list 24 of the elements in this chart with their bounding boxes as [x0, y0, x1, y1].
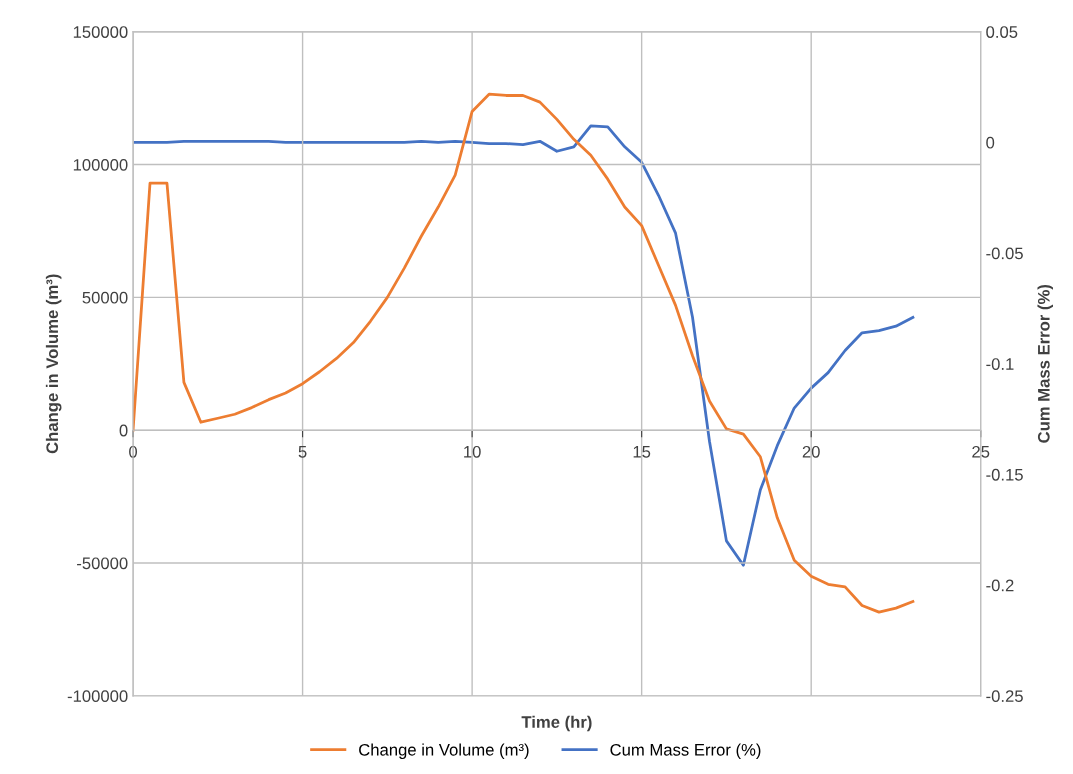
y2-tick-label: 0	[986, 136, 995, 149]
x-tick-label: 0	[129, 445, 138, 458]
y2-tick-label: -0.1	[986, 358, 1014, 370]
y-tick-label: 50000	[82, 291, 128, 304]
y2-tick-label: -0.2	[986, 579, 1014, 592]
y-tick-label: 100000	[73, 158, 128, 171]
y2-tick-label: -0.15	[986, 468, 1023, 481]
y2-tick-label: -0.25	[986, 690, 1023, 703]
x-tick-label: 15	[633, 446, 651, 458]
x-tick-label: 25	[972, 445, 990, 458]
y-tick-label: -100000	[67, 690, 128, 703]
legend-label: Cum Mass Error (%)	[610, 743, 761, 759]
y2-axis-title: Cum Mass Error (%)	[1037, 284, 1053, 443]
x-axis-title: Time (hr)	[521, 715, 592, 732]
x-tick-label: 5	[298, 446, 307, 458]
x-tick-label: 20	[802, 445, 820, 458]
x-tick-label: 10	[464, 445, 481, 458]
y2-tick-label: -0.05	[986, 247, 1023, 260]
legend-label: Change in Volume (m³)	[359, 743, 529, 759]
y2-tick-label: 0.05	[986, 26, 1018, 38]
y-axis-title: Change in Volume (m³)	[45, 274, 62, 454]
y-tick-label: 0	[119, 424, 128, 437]
y-tick-label: 150000	[73, 26, 128, 38]
y-tick-label: -50000	[77, 557, 128, 570]
